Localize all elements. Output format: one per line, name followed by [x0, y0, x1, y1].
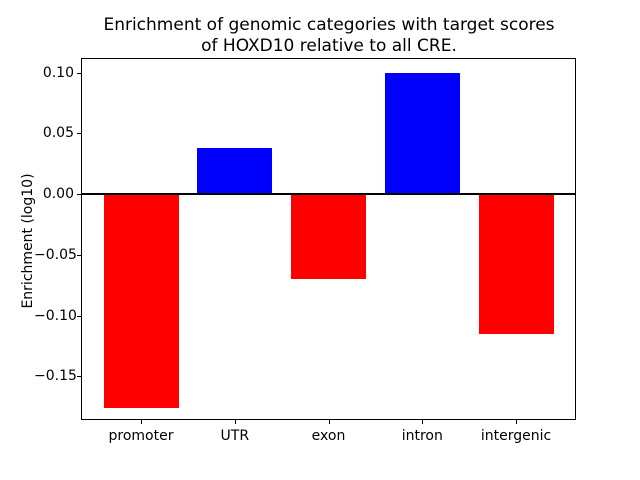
y-tick-mark [77, 254, 81, 256]
chart-title: Enrichment of genomic categories with ta… [103, 15, 555, 56]
y-tick-label: −0.15 [34, 368, 77, 385]
y-tick-label: 0.00 [42, 186, 74, 203]
y-tick-mark [77, 133, 81, 135]
x-tick-mark [422, 420, 424, 424]
x-tick-mark [141, 420, 142, 424]
x-tick-mark [516, 420, 517, 424]
bar-promoter [103, 194, 179, 408]
bar-UTR [197, 147, 273, 195]
x-tick-label-intergenic: intergenic [480, 428, 552, 444]
y-tick-mark [77, 194, 81, 196]
y-tick-mark [77, 72, 81, 74]
bar-exon [291, 194, 366, 280]
bar-intergenic [478, 194, 554, 334]
y-tick-mark [77, 315, 81, 317]
x-tick-label-exon: exon [311, 428, 346, 444]
x-tick-label-UTR: UTR [220, 428, 250, 444]
x-tick-mark [234, 420, 236, 424]
y-tick-label: 0.10 [42, 64, 74, 81]
x-tick-mark [328, 420, 330, 424]
y-tick-mark [77, 376, 81, 378]
x-tick-label-intron: intron [401, 428, 443, 444]
zero-line [81, 193, 576, 196]
y-tick-label: 0.05 [42, 125, 74, 142]
y-tick-label: −0.05 [34, 246, 77, 263]
x-tick-label-promoter: promoter [108, 428, 174, 444]
y-tick-label: −0.10 [34, 307, 77, 324]
bar-intron [384, 72, 460, 195]
